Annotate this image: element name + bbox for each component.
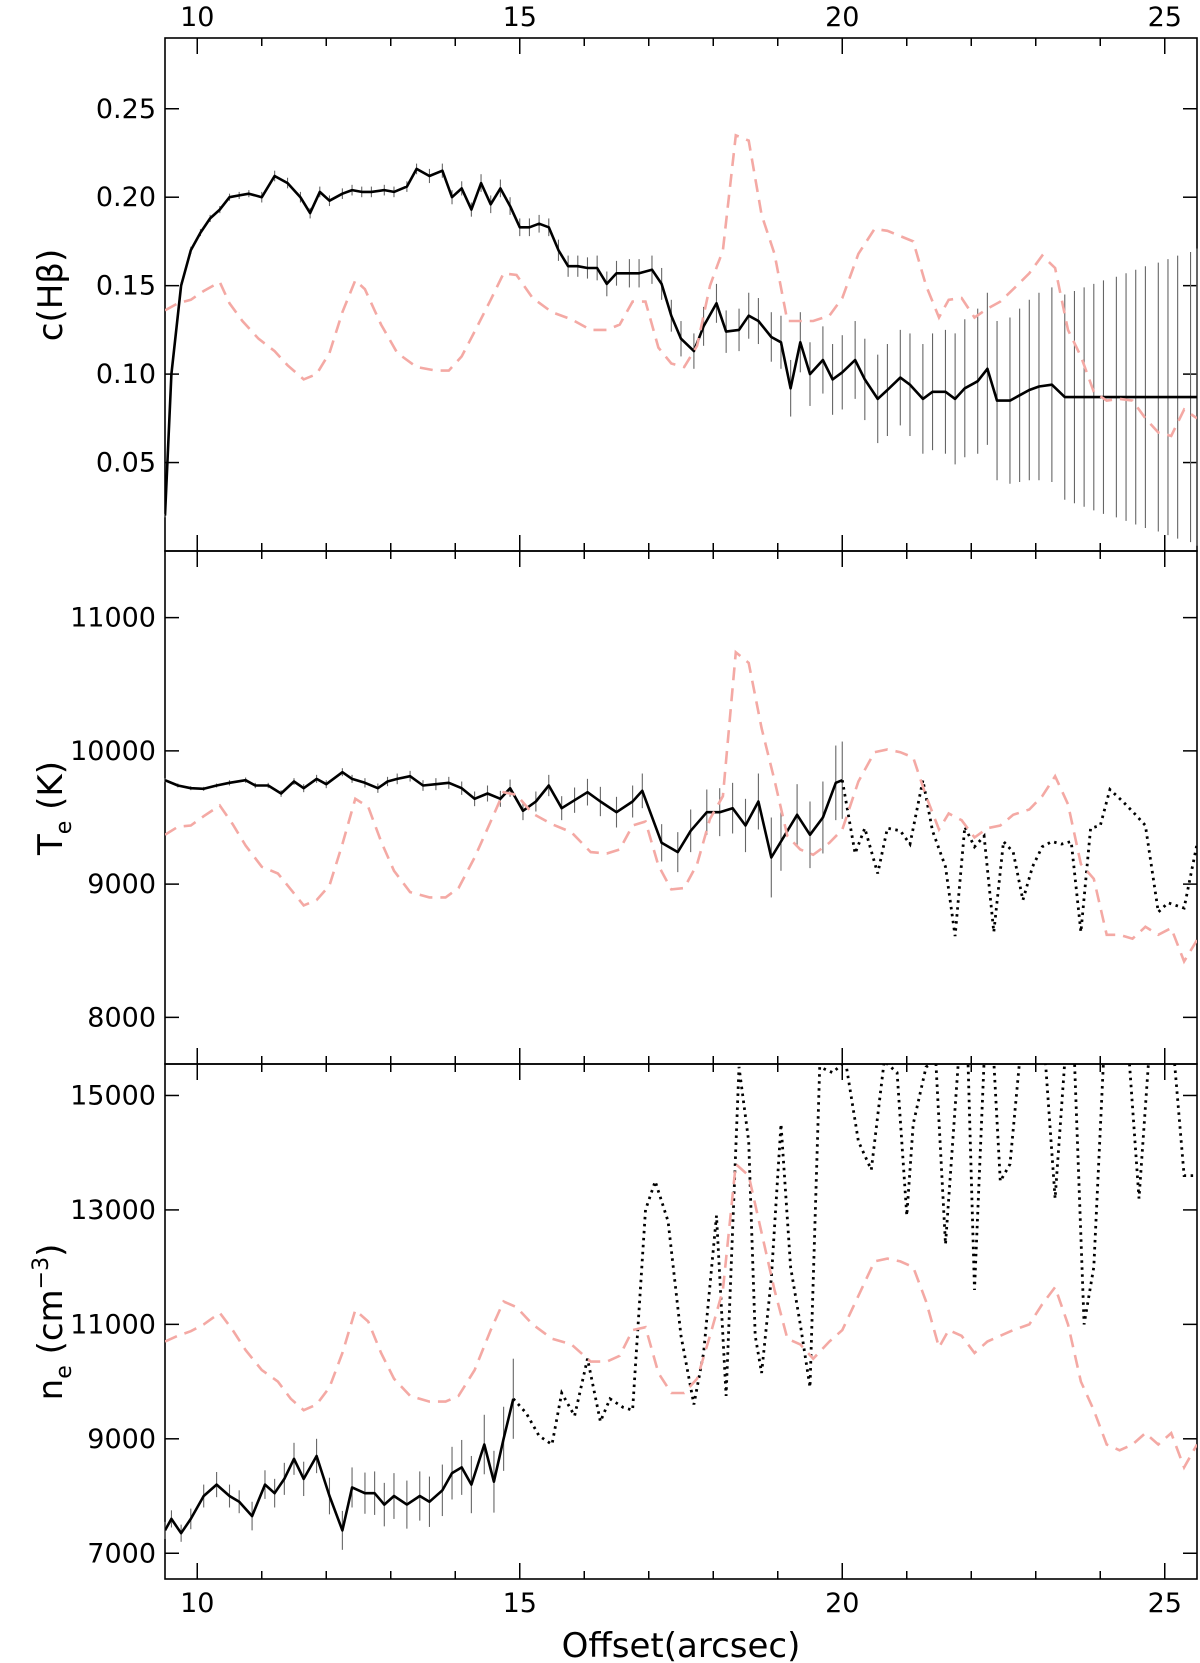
y-tick-label: 7000 [87, 1538, 156, 1569]
bottom-x-tick-label: 10 [180, 1588, 214, 1619]
series-layer [164, 133, 1198, 1550]
panel-3-frame [164, 1063, 1198, 1580]
y-tick-label: 0.20 [96, 182, 156, 213]
series-line-dashed [165, 649, 1197, 965]
series-line-dashed [165, 133, 1197, 438]
y-tick-label: 0.15 [96, 271, 156, 302]
tick-labels: 0.05 0.10 0.15 0.20 0.25 8000 9000 10000 11000 70… [70, 2, 1182, 1619]
x-axis-label: Offset(arcsec) [562, 1626, 801, 1663]
panel-2-ylabel-unit: (K) [31, 761, 71, 821]
top-x-tick-label: 25 [1148, 2, 1182, 33]
y-tick-label: 11000 [70, 603, 156, 634]
bottom-x-tick-label: 25 [1148, 1588, 1182, 1619]
y-tick-label: 10000 [70, 736, 156, 767]
y-tick-label: 8000 [87, 1002, 156, 1033]
top-x-tick-label: 20 [825, 2, 859, 33]
series-line-solid [165, 1398, 515, 1535]
panel-2-ylabel-main: T [31, 834, 71, 856]
y-tick-label: 0.10 [96, 359, 156, 390]
panel-3-ylabel-sub: e [52, 1365, 77, 1379]
series-line-dashed [165, 1161, 1197, 1471]
series-line-solid [165, 167, 1197, 516]
panel-3-ylabel-close: ) [31, 1244, 71, 1257]
panel-3-ylabel-main: n [31, 1379, 71, 1401]
y-tick-label: 11000 [70, 1309, 156, 1340]
panel-3-ylabel: ne (cm−3) [29, 1244, 77, 1401]
series-line-solid [165, 770, 843, 859]
panel-2-frame [164, 550, 1198, 1065]
series-line-dotted [512, 1064, 1197, 1447]
tick-marks [165, 38, 1197, 1579]
series-line-dotted [840, 779, 1197, 937]
panel-3-ylabel-unit: (cm [31, 1289, 71, 1365]
y-tick-label: 9000 [87, 1424, 156, 1455]
y-tick-label: 13000 [70, 1195, 156, 1226]
panel-1-ylabel: c(Hβ) [31, 249, 71, 342]
panel-3-ylabel-sup: −3 [29, 1257, 54, 1289]
panel-2-ylabel: Te (K) [31, 761, 77, 856]
top-x-tick-label: 10 [180, 2, 214, 33]
y-tick-label: 0.05 [96, 448, 156, 479]
bottom-x-tick-label: 20 [825, 1588, 859, 1619]
bottom-x-tick-label: 15 [503, 1588, 537, 1619]
panel-1-frame [164, 37, 1198, 552]
panel-2-ylabel-sub: e [52, 821, 77, 835]
y-tick-label: 0.25 [96, 94, 156, 125]
y-tick-label: 9000 [87, 869, 156, 900]
y-tick-label: 15000 [70, 1080, 156, 1111]
top-x-tick-label: 15 [503, 2, 537, 33]
